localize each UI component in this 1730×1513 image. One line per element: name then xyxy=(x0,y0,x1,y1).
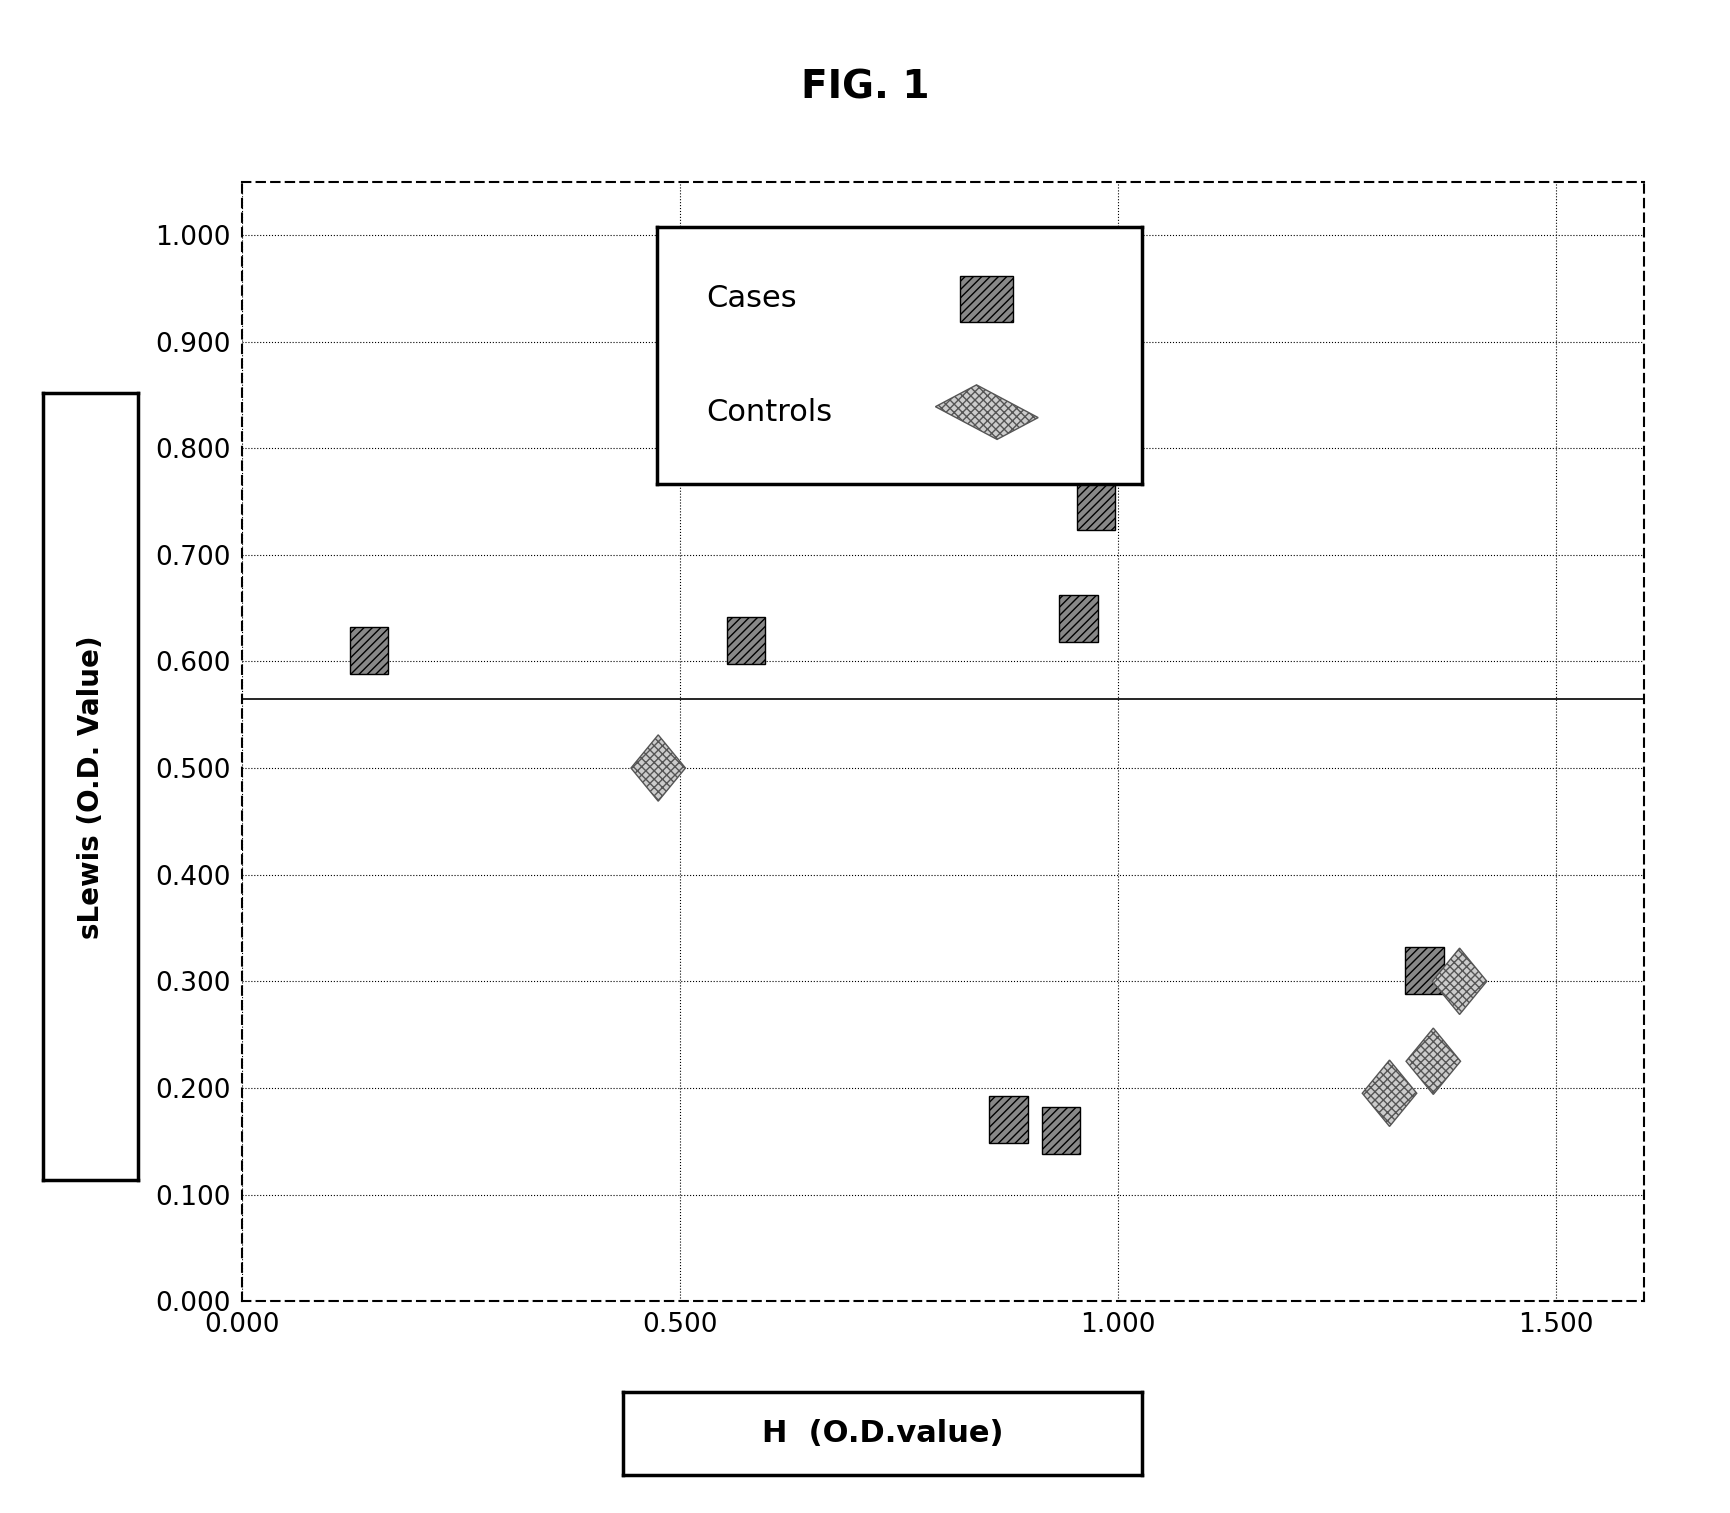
FancyBboxPatch shape xyxy=(1362,1061,1417,1126)
FancyBboxPatch shape xyxy=(1012,256,1066,321)
FancyBboxPatch shape xyxy=(349,628,389,675)
Text: Controls: Controls xyxy=(706,398,832,427)
FancyBboxPatch shape xyxy=(1432,949,1486,1014)
FancyBboxPatch shape xyxy=(631,735,685,802)
FancyBboxPatch shape xyxy=(727,617,765,664)
Text: Cases: Cases xyxy=(706,284,796,313)
FancyBboxPatch shape xyxy=(1406,1029,1460,1094)
FancyBboxPatch shape xyxy=(936,384,1038,439)
FancyBboxPatch shape xyxy=(1059,595,1099,642)
FancyBboxPatch shape xyxy=(960,277,1014,322)
Text: H  (O.D.value): H (O.D.value) xyxy=(761,1419,1003,1448)
FancyBboxPatch shape xyxy=(1041,1108,1080,1154)
Text: FIG. 1: FIG. 1 xyxy=(801,68,929,106)
FancyBboxPatch shape xyxy=(1076,483,1116,530)
FancyBboxPatch shape xyxy=(1405,947,1445,994)
FancyBboxPatch shape xyxy=(990,1097,1028,1144)
Text: sLewis (O.D. Value): sLewis (O.D. Value) xyxy=(76,635,106,938)
